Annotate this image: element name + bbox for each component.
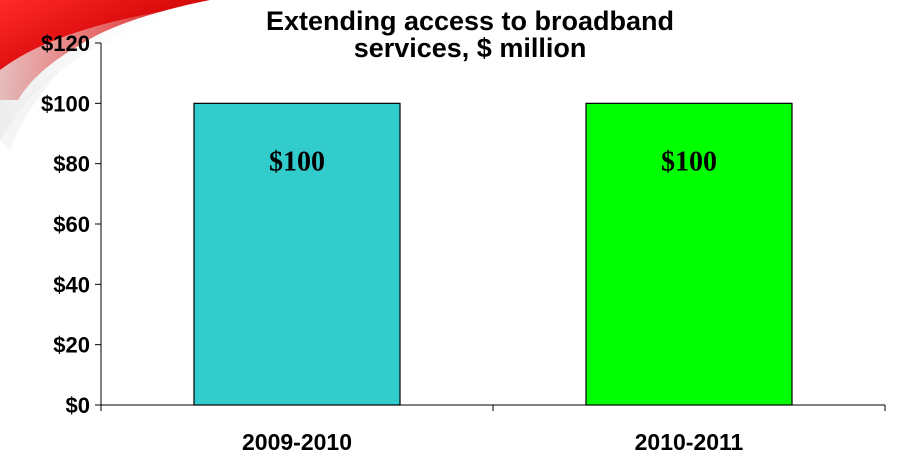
y-tick-label: $0 — [66, 393, 90, 418]
corner-decoration — [0, 0, 210, 150]
x-category-label: 2009-2010 — [242, 429, 352, 455]
chart-title-line-1: Extending access to broadband — [265, 6, 675, 36]
y-tick-label: $80 — [53, 152, 90, 177]
y-tick-label: $60 — [53, 212, 90, 237]
bar-2010-2011 — [585, 102, 793, 406]
y-tick-label: $100 — [41, 91, 90, 116]
chart-title: Extending access to broadband services, … — [190, 8, 750, 62]
y-tick-label: $40 — [53, 272, 90, 297]
y-tick-label: $20 — [53, 333, 90, 358]
x-category-label: 2010-2011 — [635, 429, 744, 455]
y-tick-label: $120 — [41, 31, 90, 56]
bar-value-label: $100 — [661, 146, 717, 177]
bar-value-label: $100 — [269, 146, 325, 177]
bar-2009-2010 — [193, 102, 401, 406]
chart-title-line-2: services, $ million — [353, 33, 587, 63]
